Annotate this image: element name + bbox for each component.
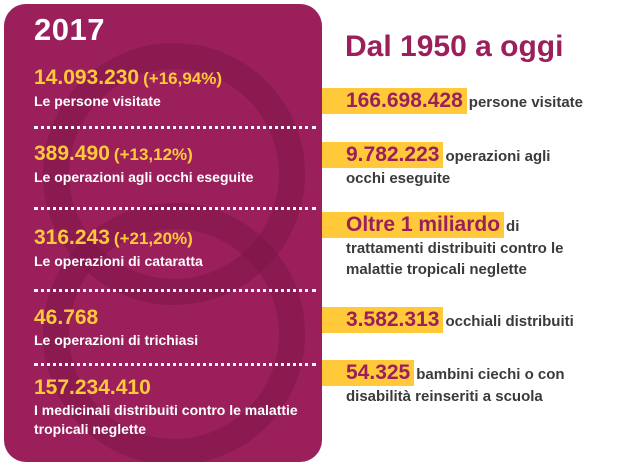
item-text-continued: disabilità reinseriti a scuola bbox=[346, 388, 543, 405]
stat-change: (+16,94%) bbox=[143, 69, 223, 88]
stat-value: 46.768 bbox=[34, 306, 99, 329]
stat-label: Le persone visitate bbox=[34, 93, 161, 109]
divider bbox=[34, 126, 316, 129]
stat-eye-operations: 389.490 (+13,12%) Le operazioni agli occh… bbox=[34, 142, 310, 187]
highlight-value: 166.698.428 bbox=[322, 88, 467, 114]
stat-visited: 14.093.230 (+16,94%) Le persone visitate bbox=[34, 66, 310, 111]
highlight-value: 9.782.223 bbox=[322, 142, 444, 168]
stat-label: I medicinali distribuiti contro le malat… bbox=[34, 402, 298, 437]
divider bbox=[34, 207, 316, 210]
item-text: persone visitate bbox=[468, 94, 584, 111]
stat-label: Le operazioni di trichiasi bbox=[34, 332, 199, 348]
stat-value: 316.243 bbox=[34, 226, 110, 249]
stat-label: Le operazioni di cataratta bbox=[34, 253, 203, 269]
item-text: bambini ciechi o con bbox=[416, 366, 565, 383]
stat-medicines: 157.234.410 I medicinali distribuiti con… bbox=[34, 376, 310, 439]
stat-value: 389.490 bbox=[34, 142, 110, 165]
stat-change: (+13,12%) bbox=[113, 145, 193, 164]
since-item-operations: 9.782.223 operazioni agli occhi eseguite bbox=[322, 142, 614, 189]
stat-cataract: 316.243 (+21,20%) Le operazioni di catara… bbox=[34, 226, 310, 271]
highlight-value: 3.582.313 bbox=[322, 307, 444, 333]
since-item-children: 54.325 bambini ciechi o con disabilità re… bbox=[322, 360, 614, 407]
item-text: occhiali distribuiti bbox=[445, 313, 574, 330]
item-text: di bbox=[506, 218, 520, 235]
stat-label: Le operazioni agli occhi eseguite bbox=[34, 169, 254, 185]
since-item-visited: 166.698.428 persone visitate bbox=[322, 88, 614, 114]
divider bbox=[34, 289, 316, 292]
stat-value: 14.093.230 bbox=[34, 66, 140, 89]
since-1950-title: Dal 1950 a oggi bbox=[345, 30, 564, 63]
stat-change: (+21,20%) bbox=[113, 229, 193, 248]
decorative-rings bbox=[43, 43, 305, 462]
divider bbox=[34, 363, 316, 366]
highlight-value: 54.325 bbox=[322, 360, 415, 386]
stat-trichiasis: 46.768 Le operazioni di trichiasi bbox=[34, 306, 310, 350]
item-text: operazioni agli bbox=[445, 148, 551, 165]
stat-value: 157.234.410 bbox=[34, 376, 151, 399]
highlight-value: Oltre 1 miliardo bbox=[322, 212, 505, 238]
item-text-continued: occhi eseguite bbox=[346, 170, 451, 187]
item-text-continued: trattamenti distribuiti contro le malatt… bbox=[346, 240, 564, 278]
year-heading: 2017 bbox=[34, 12, 105, 47]
since-item-treatments: Oltre 1 miliardo di trattamenti distribui… bbox=[322, 212, 614, 280]
stats-2017-panel: 2017 14.093.230 (+16,94%) Le persone visi… bbox=[4, 4, 322, 462]
since-item-glasses: 3.582.313 occhiali distribuiti bbox=[322, 307, 614, 333]
